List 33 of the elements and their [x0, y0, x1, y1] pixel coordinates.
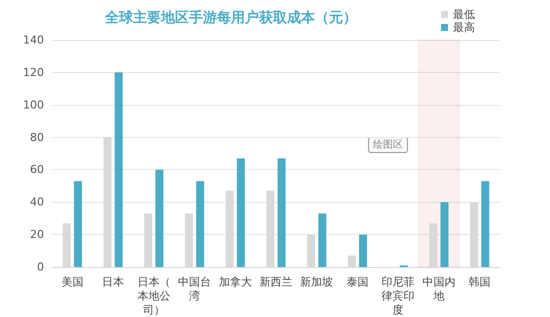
x-tick-label: 日本（本地公司） — [137, 276, 170, 316]
bar — [481, 181, 490, 267]
y-tick-label: 60 — [30, 163, 44, 176]
chart-title: 全球主要地区手游每用户获取成本（元） — [104, 9, 357, 26]
y-tick-label: 100 — [23, 98, 44, 112]
y-tick-label: 40 — [30, 196, 44, 209]
bar — [359, 234, 368, 267]
bar — [236, 158, 245, 267]
legend-label: 最低 — [453, 8, 475, 21]
x-tick-label: 加拿大 — [218, 276, 252, 288]
bar — [318, 213, 326, 267]
x-tick-label: 中国台湾 — [178, 276, 212, 302]
bar — [74, 181, 82, 267]
y-tick-label: 0 — [37, 260, 44, 274]
x-tick-label: 美国 — [61, 276, 84, 288]
bar — [155, 170, 164, 267]
x-tick-label: 韩国 — [468, 276, 491, 288]
bar — [278, 158, 286, 267]
bar — [114, 72, 123, 267]
x-tick-label: 日本 — [102, 276, 124, 288]
y-tick-label: 20 — [30, 228, 44, 242]
x-tick-label: 印尼菲律宾印度 — [382, 276, 415, 316]
y-tick-label: 80 — [30, 130, 44, 144]
bar — [440, 202, 449, 267]
x-tick-label: 新加坡 — [300, 276, 334, 288]
y-tick-label: 140 — [23, 34, 44, 46]
y-tick-label: 120 — [23, 66, 44, 79]
annotation: 绘图区 — [373, 138, 403, 150]
bar — [196, 181, 204, 267]
x-tick-label: 新西兰 — [260, 276, 292, 288]
x-tick-label: 泰国 — [346, 276, 368, 288]
legend-label: 最高 — [453, 21, 475, 34]
x-tick-label: 中国内地 — [422, 276, 456, 302]
